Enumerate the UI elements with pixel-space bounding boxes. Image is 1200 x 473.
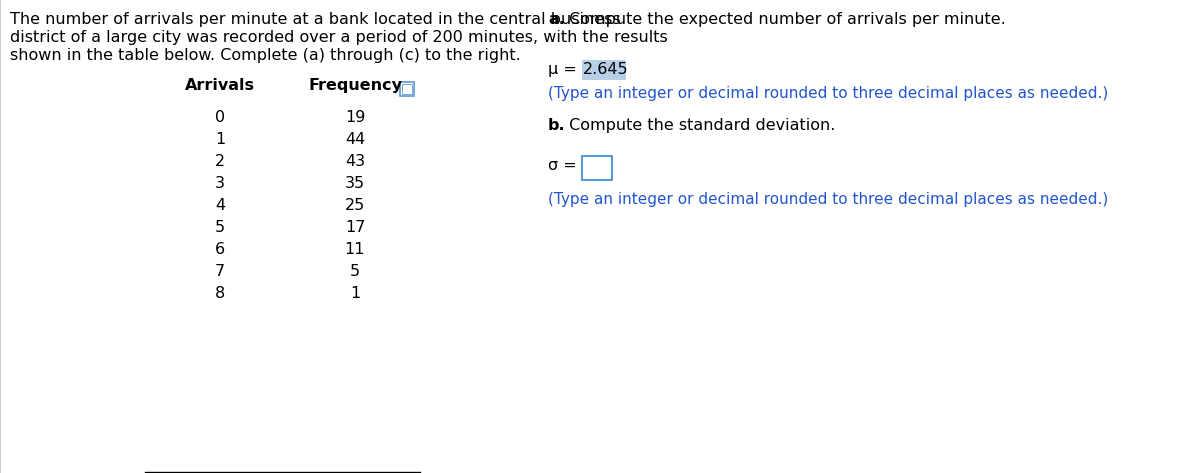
Text: 3: 3: [215, 176, 226, 191]
FancyBboxPatch shape: [582, 156, 612, 180]
Text: Compute the expected number of arrivals per minute.: Compute the expected number of arrivals …: [564, 12, 1006, 27]
Text: 19: 19: [344, 110, 365, 125]
Text: 8: 8: [215, 286, 226, 301]
Text: b.: b.: [548, 118, 565, 133]
Text: 25: 25: [344, 198, 365, 213]
Text: (Type an integer or decimal rounded to three decimal places as needed.): (Type an integer or decimal rounded to t…: [548, 86, 1109, 101]
FancyBboxPatch shape: [582, 60, 626, 80]
Text: 43: 43: [344, 154, 365, 169]
Text: 44: 44: [344, 132, 365, 147]
Text: 1: 1: [350, 286, 360, 301]
Text: 17: 17: [344, 220, 365, 235]
Text: (Type an integer or decimal rounded to three decimal places as needed.): (Type an integer or decimal rounded to t…: [548, 192, 1109, 207]
Text: 6: 6: [215, 242, 226, 257]
Text: Compute the standard deviation.: Compute the standard deviation.: [564, 118, 835, 133]
Text: Frequency: Frequency: [308, 78, 402, 93]
Text: 11: 11: [344, 242, 365, 257]
FancyBboxPatch shape: [400, 82, 414, 96]
Text: shown in the table below. Complete (a) through (c) to the right.: shown in the table below. Complete (a) t…: [10, 48, 521, 63]
Text: 2: 2: [215, 154, 226, 169]
FancyBboxPatch shape: [402, 84, 412, 94]
Text: σ =: σ =: [548, 158, 582, 173]
Text: a.: a.: [548, 12, 565, 27]
Text: 7: 7: [215, 264, 226, 279]
Text: 1: 1: [215, 132, 226, 147]
Text: Arrivals: Arrivals: [185, 78, 254, 93]
Text: 0: 0: [215, 110, 226, 125]
Text: 4: 4: [215, 198, 226, 213]
Text: 35: 35: [344, 176, 365, 191]
Text: 5: 5: [350, 264, 360, 279]
Text: The number of arrivals per minute at a bank located in the central business: The number of arrivals per minute at a b…: [10, 12, 620, 27]
Text: 2.645: 2.645: [583, 62, 629, 77]
Text: district of a large city was recorded over a period of 200 minutes, with the res: district of a large city was recorded ov…: [10, 30, 667, 45]
Text: 5: 5: [215, 220, 226, 235]
Text: μ =: μ =: [548, 62, 582, 77]
